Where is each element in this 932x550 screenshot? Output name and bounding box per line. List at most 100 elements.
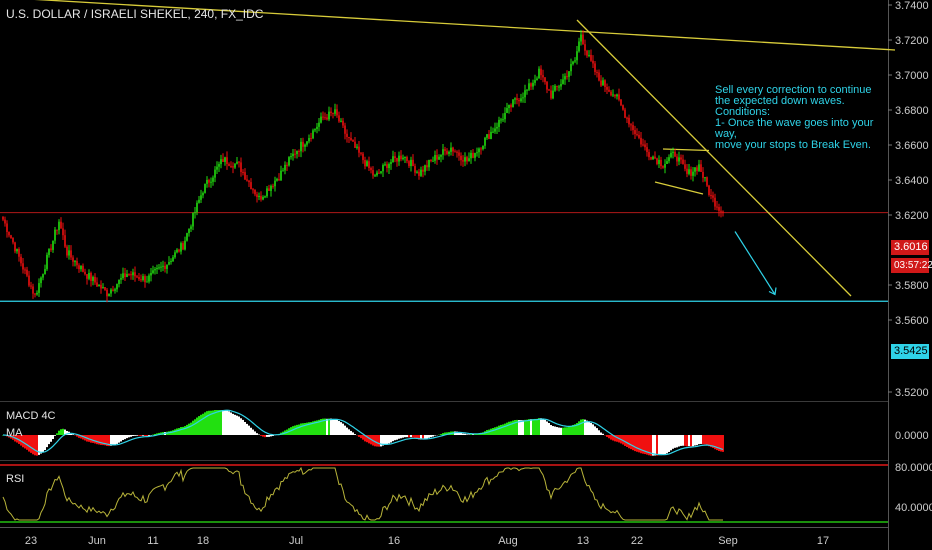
time-axis-label: Jul	[289, 535, 303, 547]
price-tick-label: 3.6200	[895, 210, 929, 222]
macd-bar	[622, 435, 624, 445]
macd-bar	[548, 422, 550, 435]
candle-body	[26, 269, 28, 276]
macd-bar	[574, 424, 576, 435]
macd-label[interactable]: MACD 4C	[6, 410, 56, 422]
candle-body	[628, 117, 630, 125]
candle-body	[90, 272, 92, 281]
candle-body	[84, 271, 86, 275]
time-axis[interactable]: 23 Jun 11 18 Jul 16 Aug 13 22 Sep 17	[25, 535, 829, 547]
candle-body	[596, 71, 598, 73]
macd-bar	[250, 427, 252, 435]
macd-bar	[580, 419, 582, 435]
macd-bar	[518, 420, 520, 435]
macd-bar	[220, 410, 222, 435]
macd-bar	[366, 435, 368, 443]
candle-body	[212, 177, 214, 182]
candle-body	[48, 248, 50, 255]
candle-body	[442, 149, 444, 155]
macd-bar	[564, 427, 566, 435]
candle-body	[16, 249, 18, 252]
macd-bar	[704, 435, 706, 445]
macd-bar	[680, 435, 682, 446]
candle-body	[594, 63, 596, 72]
candle-body	[384, 164, 386, 166]
symbol-title[interactable]: U.S. DOLLAR / ISRAELI SHEKEL, 240, FX_ID…	[6, 7, 264, 21]
macd-bar	[424, 435, 426, 440]
macd-bar	[378, 435, 380, 447]
drawings-layer[interactable]	[0, 0, 896, 523]
macd-bar	[96, 435, 98, 445]
macd-bar	[66, 430, 68, 435]
candle-body	[250, 182, 252, 190]
macd-bar	[428, 435, 430, 438]
macd-bar	[30, 435, 32, 453]
macd-bar	[558, 427, 560, 435]
candle-body	[522, 97, 524, 99]
candle-body	[452, 147, 454, 152]
candle-body	[62, 228, 64, 236]
candle-body	[506, 108, 508, 113]
candle-body	[330, 111, 332, 114]
candle-body	[336, 109, 338, 116]
candle-body	[432, 160, 434, 162]
support-price-tag: 3.5425	[891, 344, 929, 359]
macd-bar	[176, 428, 178, 435]
macd-bar	[426, 435, 428, 439]
candle-body	[558, 86, 560, 88]
macd-bar	[316, 420, 318, 435]
candle-body	[4, 219, 6, 224]
macd-bar	[116, 435, 118, 444]
macd-bar	[306, 422, 308, 435]
candle-body	[242, 171, 244, 173]
macd-bar	[380, 435, 382, 447]
macd-bar	[358, 435, 360, 437]
macd-bar	[722, 435, 724, 452]
candle-body	[530, 83, 532, 87]
candle-body	[244, 172, 246, 180]
candle-body	[634, 130, 636, 135]
candle-body	[262, 197, 264, 200]
candle-body	[278, 179, 280, 181]
candle-body	[636, 134, 638, 136]
macd-bar	[60, 429, 62, 435]
macd-bar	[634, 435, 636, 452]
price-axis[interactable]: 3.7400 3.7200 3.7000 3.6800 3.6600 3.6400 3.62…	[888, 0, 932, 514]
candle-body	[190, 226, 192, 229]
candle-body	[36, 292, 38, 295]
macd-bar	[456, 431, 458, 435]
candle-body	[138, 277, 140, 280]
candle-body	[282, 170, 284, 172]
analysis-note[interactable]: Sell every correction to continue the ex…	[715, 85, 874, 151]
macd-bar	[382, 435, 384, 446]
macd-bar	[272, 435, 274, 436]
macd-bar	[692, 435, 694, 447]
candle-body	[150, 272, 152, 276]
macd-bar	[158, 432, 160, 435]
projection-arrow-head	[768, 287, 777, 296]
rsi-label[interactable]: RSI	[6, 473, 25, 485]
macd-bar	[346, 427, 348, 435]
macd-bar	[532, 419, 534, 435]
macd-bar	[658, 435, 660, 456]
candle-body	[714, 197, 716, 207]
candle-body	[266, 188, 268, 197]
macd-bar	[606, 435, 608, 437]
candle-body	[306, 141, 308, 145]
macd-bar	[470, 434, 472, 435]
candle-body	[174, 252, 176, 258]
price-tick-label: 3.7200	[895, 35, 929, 47]
macd-bar	[708, 435, 710, 447]
macd-bar	[600, 432, 602, 435]
macd-bar	[390, 435, 392, 443]
macd-bar	[686, 435, 688, 447]
candle-body	[568, 71, 570, 77]
candle-body	[274, 180, 276, 187]
macd-bar	[554, 426, 556, 435]
candle-body	[444, 149, 446, 151]
candle-body	[518, 100, 520, 102]
candle-body	[520, 98, 522, 102]
macd-bar	[630, 435, 632, 450]
macd-bar	[418, 435, 420, 440]
